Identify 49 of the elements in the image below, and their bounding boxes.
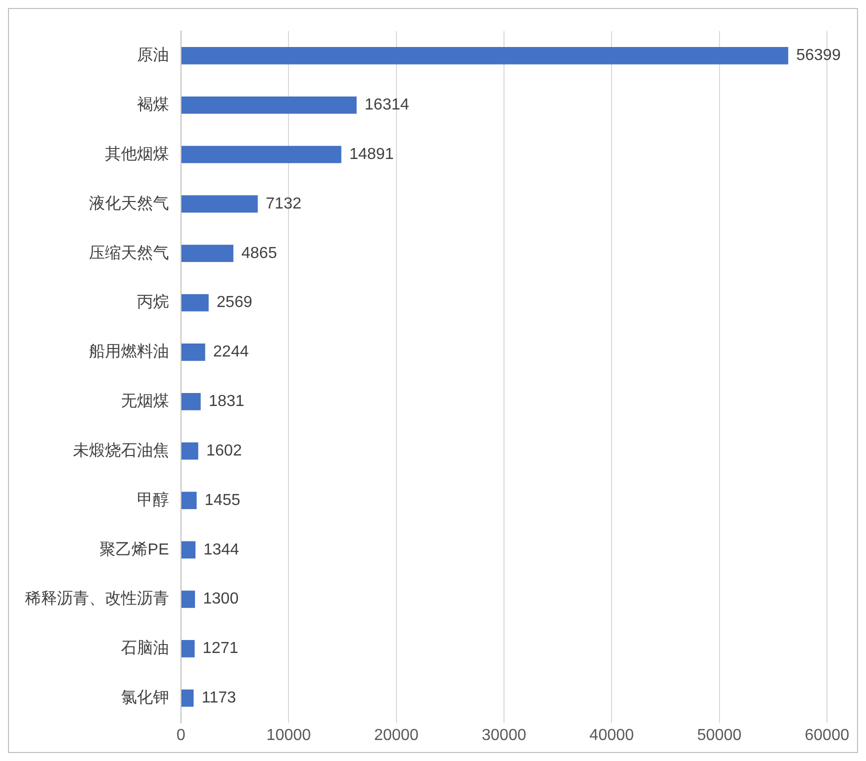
data-label: 1300 — [202, 590, 239, 608]
x-tick-label: 50000 — [697, 726, 742, 744]
y-tick-label: 液化天然气 — [89, 194, 169, 212]
data-label: 16314 — [364, 96, 410, 114]
y-tick-label: 无烟煤 — [121, 393, 169, 410]
y-tick-label: 压缩天然气 — [89, 244, 169, 262]
bar — [182, 640, 195, 658]
bar — [182, 442, 198, 460]
bar — [182, 590, 195, 608]
y-tick-label: 石脑油 — [121, 639, 169, 658]
y-tick-label: 褐煤 — [137, 96, 169, 114]
y-tick-label: 氯化钾 — [121, 690, 169, 706]
data-label: 1344 — [203, 541, 240, 558]
y-tick-label: 其他烟煤 — [105, 144, 169, 163]
y-tick-label: 甲醇 — [137, 490, 169, 509]
data-label: 1271 — [202, 640, 238, 658]
data-label: 4865 — [241, 244, 278, 262]
y-tick-label: 原油 — [137, 46, 169, 64]
data-label: 2244 — [213, 344, 249, 361]
bar — [182, 294, 209, 312]
data-label: 2569 — [216, 294, 252, 312]
y-tick-label: 丙烷 — [137, 293, 169, 312]
y-tick-label: 未煅烧石油焦 — [73, 441, 169, 460]
bar — [182, 146, 342, 164]
y-tick-label: 聚乙烯PE — [100, 540, 169, 558]
y-tick-label: 稀释沥青、改性沥青 — [25, 590, 169, 608]
bar — [182, 344, 206, 361]
y-tick-label: 船用燃料油 — [89, 342, 169, 361]
x-tick-label: 30000 — [482, 726, 526, 744]
data-label: 1831 — [208, 393, 244, 410]
data-label: 1455 — [204, 492, 240, 509]
x-tick-label: 40000 — [589, 726, 634, 744]
x-tick-label: 0 — [176, 726, 186, 744]
bar — [182, 96, 357, 114]
x-tick-label: 60000 — [804, 726, 850, 744]
bar — [182, 541, 196, 558]
bar — [182, 244, 234, 262]
data-label: 1602 — [206, 442, 242, 460]
data-label: 14891 — [349, 146, 394, 163]
bar — [182, 195, 258, 213]
data-label: 1173 — [202, 690, 236, 706]
bar — [182, 47, 788, 64]
x-tick-label: 20000 — [374, 726, 419, 744]
x-tick-label: 10000 — [266, 726, 312, 744]
bar — [182, 392, 201, 410]
data-label: 7132 — [266, 195, 302, 212]
bar — [182, 492, 197, 510]
data-label: 56399 — [796, 47, 841, 64]
bar — [182, 689, 194, 707]
